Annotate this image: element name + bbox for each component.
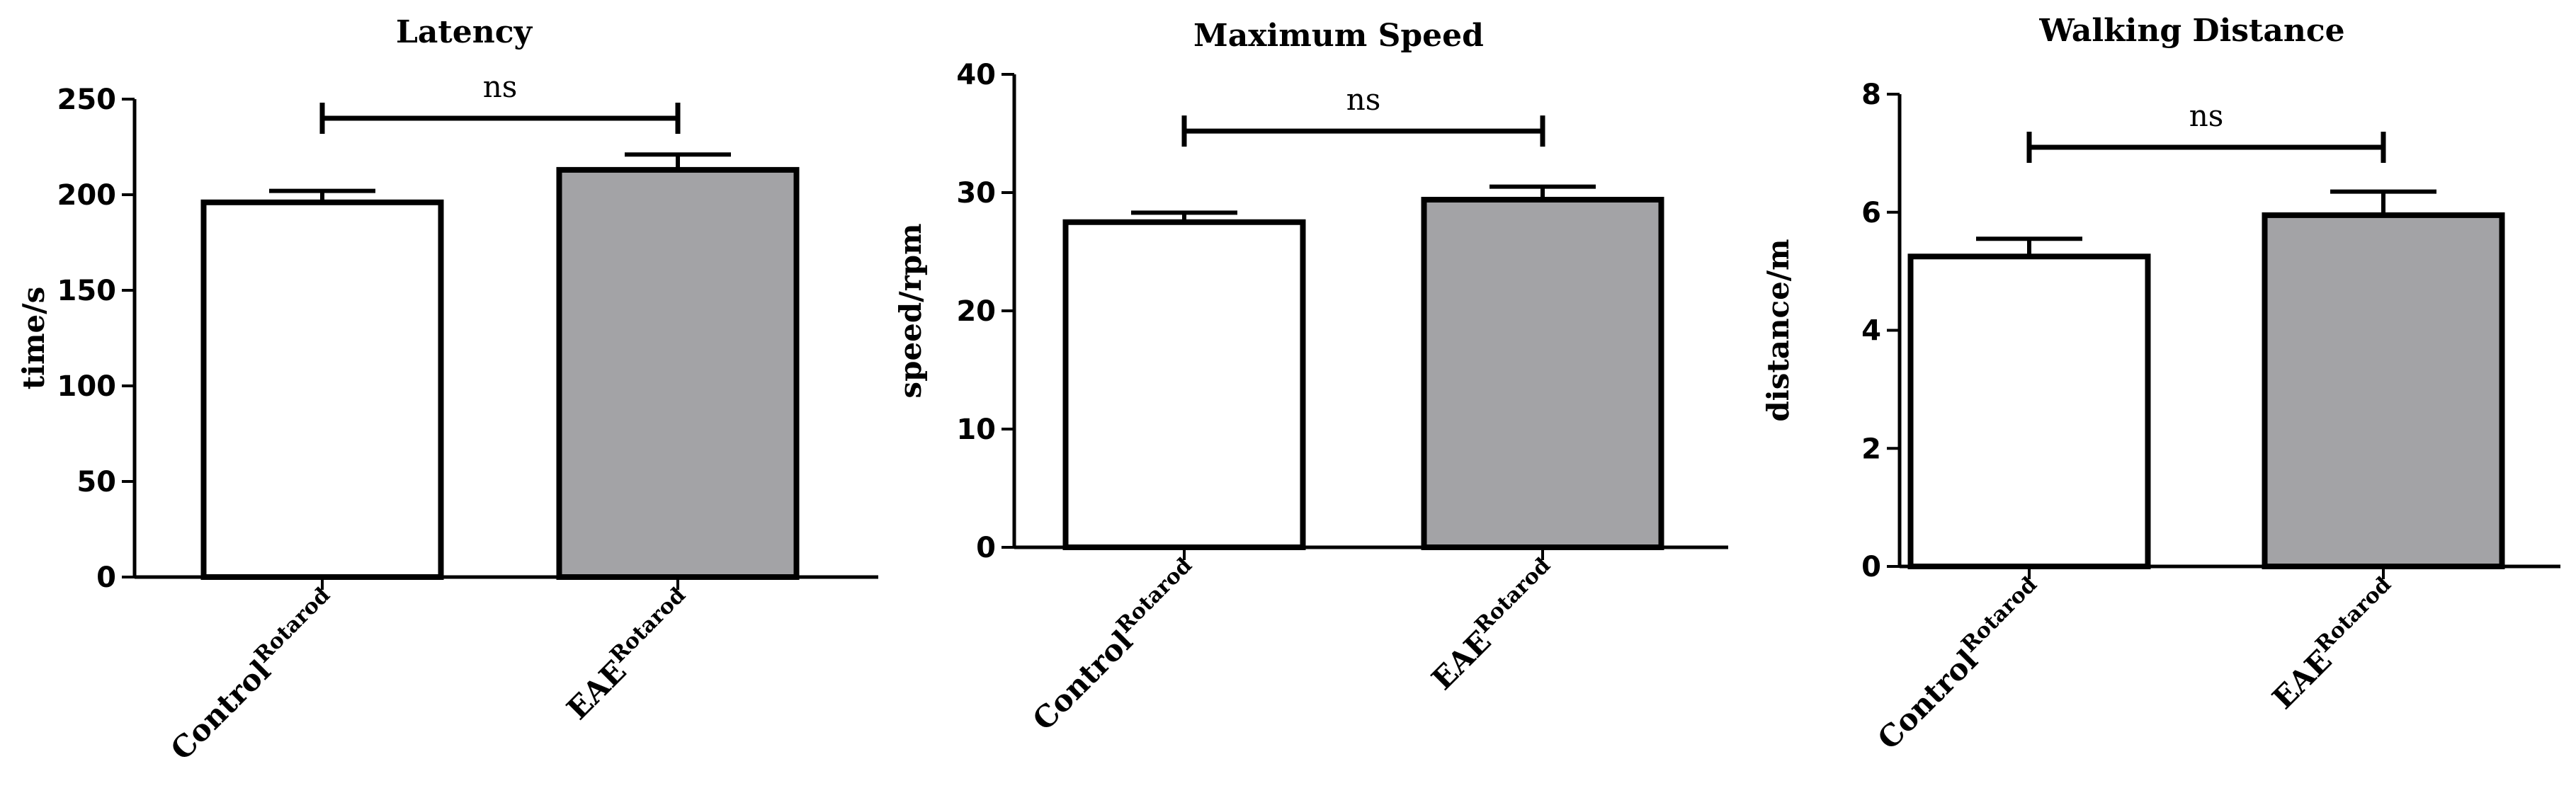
x-category-superscript: Rotarod: [1112, 553, 1197, 638]
bar-eae: [1421, 197, 1664, 550]
x-category-name: Control: [1026, 624, 1139, 737]
significance-label: ns: [2189, 98, 2224, 133]
y-tick-label: 0: [976, 532, 996, 564]
significance-label: ns: [1346, 82, 1381, 117]
y-tick-label: 10: [956, 413, 996, 446]
x-category-label: EAERotarod: [1422, 553, 1565, 697]
y-axis-label: speed/rpm: [893, 223, 928, 398]
y-tick-label: 8: [1861, 79, 1881, 111]
chart-title: Latency: [396, 14, 533, 50]
chart-panel-2: Maximum Speedspeed/rpm010203040ControlRo…: [893, 18, 1728, 737]
y-tick-label: 30: [956, 177, 996, 210]
x-category-superscript: Rotarod: [250, 583, 335, 668]
x-category-superscript: Rotarod: [1470, 553, 1555, 638]
y-tick-label: 20: [956, 295, 996, 328]
x-category-superscript: Rotarod: [2311, 572, 2396, 657]
x-category-label: EAERotarod: [557, 583, 700, 726]
y-tick-label: 6: [1861, 197, 1881, 229]
x-category-label: ControlRotarod: [161, 583, 345, 767]
y-tick-label: 0: [96, 561, 116, 594]
y-tick-label: 40: [956, 59, 996, 91]
chart-title: Maximum Speed: [1193, 18, 1484, 54]
y-axis-label: distance/m: [1761, 239, 1795, 421]
y-tick-label: 4: [1861, 315, 1881, 348]
bar-eae: [556, 166, 800, 580]
x-category-name: Control: [164, 654, 277, 767]
x-category-superscript: Rotarod: [1957, 572, 2042, 657]
x-category-label: EAERotarod: [2262, 572, 2406, 716]
y-tick-label: 200: [57, 179, 117, 212]
chart-title: Walking Distance: [2038, 13, 2344, 49]
chart-panel-1: Latencytime/s050100150200250ControlRotar…: [16, 14, 878, 767]
x-category-label: ControlRotarod: [1868, 572, 2052, 756]
bar-eae: [2262, 212, 2505, 569]
chart-panel-3: Walking Distancedistance/m02468ControlRo…: [1761, 13, 2560, 756]
y-tick-label: 250: [57, 84, 117, 116]
y-tick-label: 100: [57, 370, 117, 403]
x-category-label: ControlRotarod: [1023, 553, 1207, 737]
x-category-name: Control: [1871, 643, 1984, 756]
y-tick-label: 150: [57, 275, 117, 307]
y-tick-label: 2: [1861, 433, 1881, 465]
y-tick-label: 50: [76, 466, 116, 498]
y-tick-label: 0: [1861, 551, 1881, 583]
bar-control: [1062, 219, 1306, 550]
x-category-superscript: Rotarod: [606, 583, 691, 668]
bar-control: [1907, 253, 2151, 569]
y-axis-label: time/s: [16, 287, 51, 390]
significance-label: ns: [483, 69, 518, 104]
bar-control: [200, 199, 444, 580]
